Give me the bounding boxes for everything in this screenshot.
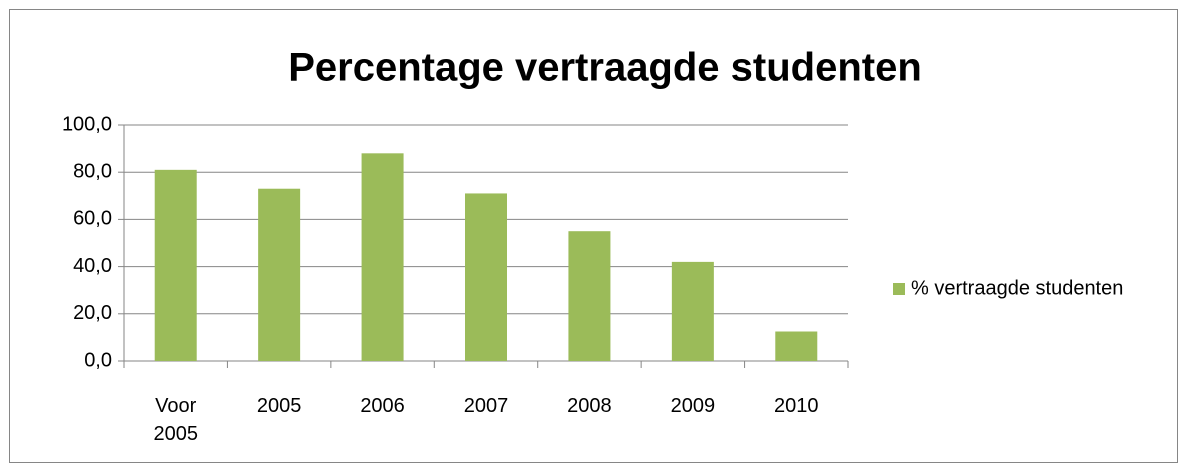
y-tick-label: 20,0 — [73, 302, 112, 324]
bar — [258, 188, 301, 361]
x-tick-label: Voor 2005 — [153, 395, 198, 445]
x-tick-label: 2008 — [567, 395, 612, 417]
bar — [465, 193, 507, 361]
y-tick-label: 80,0 — [73, 160, 112, 182]
y-tick-label: 40,0 — [73, 255, 112, 277]
legend-swatch — [893, 283, 905, 295]
legend-label: % vertraagde studenten — [911, 277, 1123, 299]
bar — [361, 153, 404, 361]
x-tick-label: 2006 — [360, 395, 405, 417]
bar — [568, 231, 611, 361]
x-tick-label: 2010 — [774, 395, 819, 417]
y-tick-label: 100,0 — [62, 113, 112, 135]
chart-title: Percentage vertraagde studenten — [288, 46, 922, 90]
x-tick-label: 2005 — [256, 395, 302, 417]
bar — [775, 331, 818, 361]
bar — [154, 169, 197, 361]
x-tick-label: 2007 — [463, 395, 509, 417]
y-tick-label: 60,0 — [73, 208, 112, 230]
bar — [671, 261, 714, 361]
x-tick-label: 2009 — [670, 395, 716, 417]
y-tick-label: 0,0 — [84, 349, 112, 371]
